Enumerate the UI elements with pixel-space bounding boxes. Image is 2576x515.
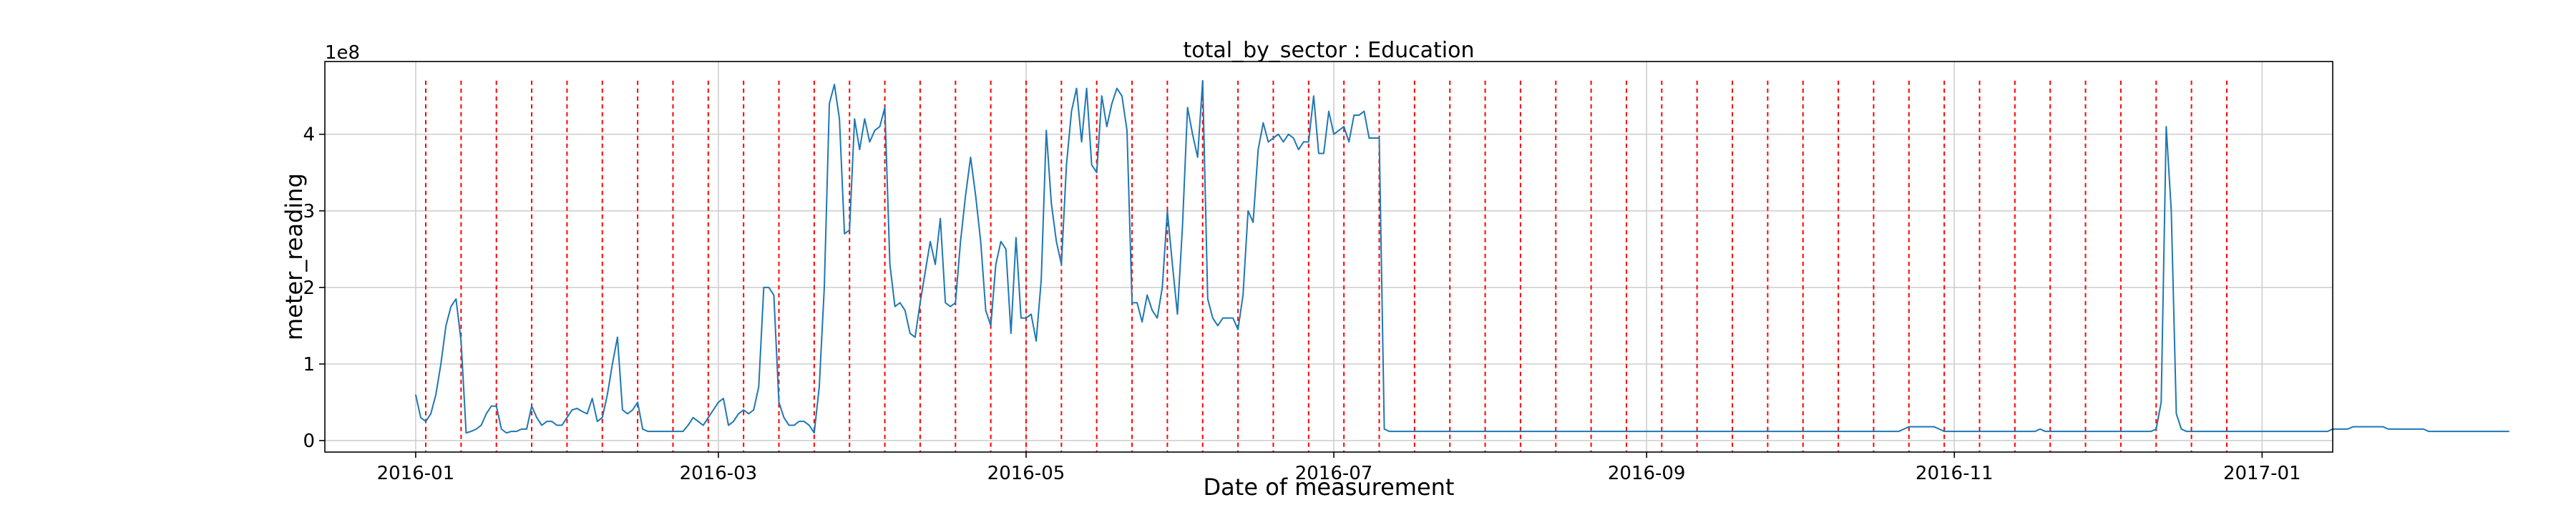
- y-tick-label: 4: [303, 124, 315, 146]
- week-markers: [425, 80, 2228, 452]
- series-line: [414, 79, 2509, 434]
- x-tick-label: 2016-03: [680, 463, 758, 484]
- y-axis-multiplier: 1e8: [325, 42, 360, 64]
- x-tick-label: 2016-09: [1608, 463, 1686, 484]
- x-tick-label: 2016-01: [377, 463, 455, 484]
- x-tick-label: 2016-05: [987, 463, 1065, 484]
- x-axis-label: Date of measurement: [1204, 474, 1455, 501]
- y-tick-label: 2: [303, 278, 315, 299]
- y-axis-ticks: 0 1 2 3 4: [303, 124, 325, 452]
- x-axis-ticks: 2016-01 2016-03 2016-05 2016-07 2016-09 2016-…: [377, 452, 2301, 484]
- chart-title: total_by_sector : Education: [1184, 38, 1475, 63]
- x-tick-label: 2017-01: [2223, 463, 2301, 484]
- y-tick-label: 3: [303, 201, 315, 222]
- grid-layer: [325, 62, 2333, 452]
- x-tick-label: 2016-07: [1295, 463, 1373, 484]
- y-tick-label: 0: [303, 431, 315, 452]
- plot-frame: [324, 61, 2333, 453]
- y-tick-label: 1: [303, 354, 315, 376]
- x-tick-label: 2016-11: [1916, 463, 1994, 484]
- y-axis-label: meter_reading: [280, 173, 308, 340]
